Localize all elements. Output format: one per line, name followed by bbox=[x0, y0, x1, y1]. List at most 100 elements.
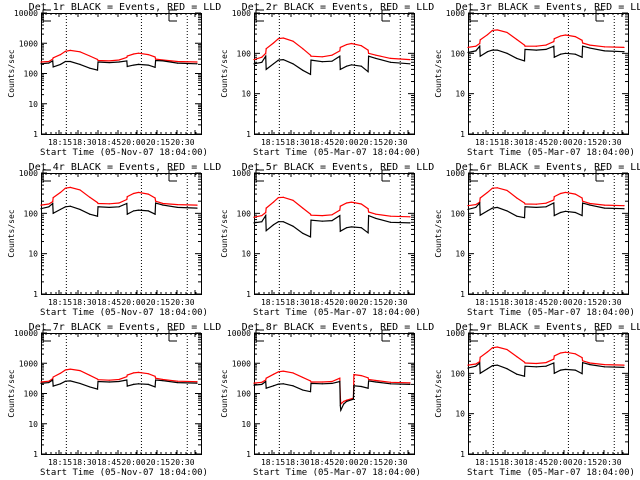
events-point bbox=[574, 369, 576, 371]
events-point bbox=[581, 56, 583, 58]
events-point bbox=[48, 381, 50, 384]
y-tick-label: 100 bbox=[451, 49, 466, 58]
y-tick-label: 1 bbox=[460, 290, 465, 299]
lld-point bbox=[339, 209, 341, 211]
lld-point bbox=[282, 37, 284, 39]
lld-point bbox=[491, 187, 493, 189]
lld-point bbox=[581, 42, 584, 44]
lld-point bbox=[506, 189, 508, 192]
x-axis-label: Start Time (05-Nov-07 18:04:00) bbox=[40, 148, 208, 158]
y-tick-label: 10 bbox=[28, 250, 38, 259]
events-point bbox=[623, 51, 625, 53]
panel-title: Det 6r BLACK = Events, RED = LLD bbox=[456, 162, 640, 173]
lld-point bbox=[506, 31, 508, 34]
y-axis-label: Counts/sec bbox=[220, 209, 229, 257]
x-tick-label: 20:30 bbox=[170, 458, 194, 467]
events-point bbox=[52, 66, 54, 68]
lld-point bbox=[321, 381, 323, 383]
lld-point bbox=[64, 369, 66, 371]
events-point bbox=[59, 208, 62, 211]
lld-point bbox=[516, 197, 518, 199]
lld-point bbox=[486, 351, 489, 353]
events-point bbox=[467, 208, 469, 211]
events-point bbox=[52, 385, 54, 387]
y-tick-label: 100 bbox=[237, 49, 252, 58]
events-point bbox=[574, 211, 576, 214]
events-point bbox=[331, 60, 333, 62]
lld-point bbox=[310, 214, 312, 216]
events-point bbox=[553, 56, 555, 58]
lld-point bbox=[52, 58, 54, 60]
lld-point bbox=[581, 39, 583, 41]
y-tick-label: 1 bbox=[246, 130, 251, 139]
y-tick-label: 10000 bbox=[14, 9, 38, 18]
events-series-line bbox=[40, 202, 198, 217]
chart-panel-1: Det 1r BLACK = Events, RED = LLD 1 10 100 10… bbox=[7, 2, 221, 158]
lld-point bbox=[176, 60, 179, 63]
events-point bbox=[491, 207, 493, 209]
events-point bbox=[40, 63, 42, 65]
events-point bbox=[59, 63, 62, 65]
lld-point bbox=[346, 43, 348, 46]
events-point bbox=[108, 61, 110, 64]
events-point bbox=[524, 206, 526, 208]
events-point bbox=[535, 49, 537, 51]
events-point bbox=[524, 48, 526, 51]
lld-point bbox=[52, 197, 54, 199]
events-point bbox=[272, 224, 275, 226]
lld-point bbox=[133, 192, 135, 195]
lld-point bbox=[277, 197, 279, 199]
lld-point bbox=[603, 204, 606, 206]
lld-point bbox=[479, 39, 481, 41]
y-tick-label: 10 bbox=[241, 90, 251, 99]
title-bracket-right bbox=[595, 329, 604, 341]
events-point bbox=[479, 362, 481, 364]
lld-point bbox=[162, 378, 164, 381]
events-point bbox=[367, 55, 370, 57]
y-tick-label: 1000 bbox=[232, 169, 251, 178]
lld-point bbox=[564, 351, 567, 353]
lld-point bbox=[126, 56, 128, 59]
lld-point bbox=[321, 214, 323, 217]
events-point bbox=[475, 206, 477, 209]
y-tick-label: 10000 bbox=[14, 329, 38, 338]
events-point bbox=[64, 206, 66, 208]
title-bracket-right bbox=[381, 169, 390, 181]
events-point bbox=[564, 52, 567, 54]
lld-point bbox=[353, 374, 355, 376]
x-tick-label: 20:00 bbox=[121, 458, 145, 467]
lld-point bbox=[265, 48, 267, 50]
lld-point bbox=[261, 56, 263, 58]
lld-point bbox=[154, 377, 157, 379]
lld-point bbox=[176, 203, 179, 206]
events-point bbox=[118, 206, 120, 208]
lld-point bbox=[40, 204, 42, 206]
x-tick-label: 18:15 bbox=[48, 298, 72, 307]
lld-point bbox=[69, 368, 71, 370]
lld-point bbox=[564, 191, 567, 194]
lld-point bbox=[346, 399, 348, 401]
x-tick-label: 18:15 bbox=[475, 458, 499, 467]
lld-point bbox=[302, 207, 304, 209]
y-tick-label: 100 bbox=[237, 209, 252, 218]
x-axis-label: Start Time (05-Mar-07 18:04:00) bbox=[253, 468, 421, 478]
lld-point bbox=[560, 35, 562, 37]
events-point bbox=[491, 49, 493, 51]
lld-point bbox=[589, 202, 591, 205]
events-point bbox=[277, 383, 279, 385]
events-series-line bbox=[253, 380, 411, 413]
events-point bbox=[623, 208, 625, 210]
events-point bbox=[96, 388, 99, 390]
x-tick-label: 20:30 bbox=[383, 138, 407, 147]
lld-point bbox=[97, 202, 99, 205]
lld-point bbox=[535, 203, 537, 205]
events-point bbox=[265, 55, 267, 57]
events-point bbox=[506, 210, 508, 212]
events-point bbox=[475, 365, 477, 367]
events-point bbox=[52, 60, 54, 62]
lld-point bbox=[96, 58, 99, 61]
lld-point bbox=[524, 45, 526, 47]
lld-point bbox=[272, 201, 275, 203]
lld-point bbox=[108, 379, 110, 381]
events-point bbox=[375, 217, 377, 219]
